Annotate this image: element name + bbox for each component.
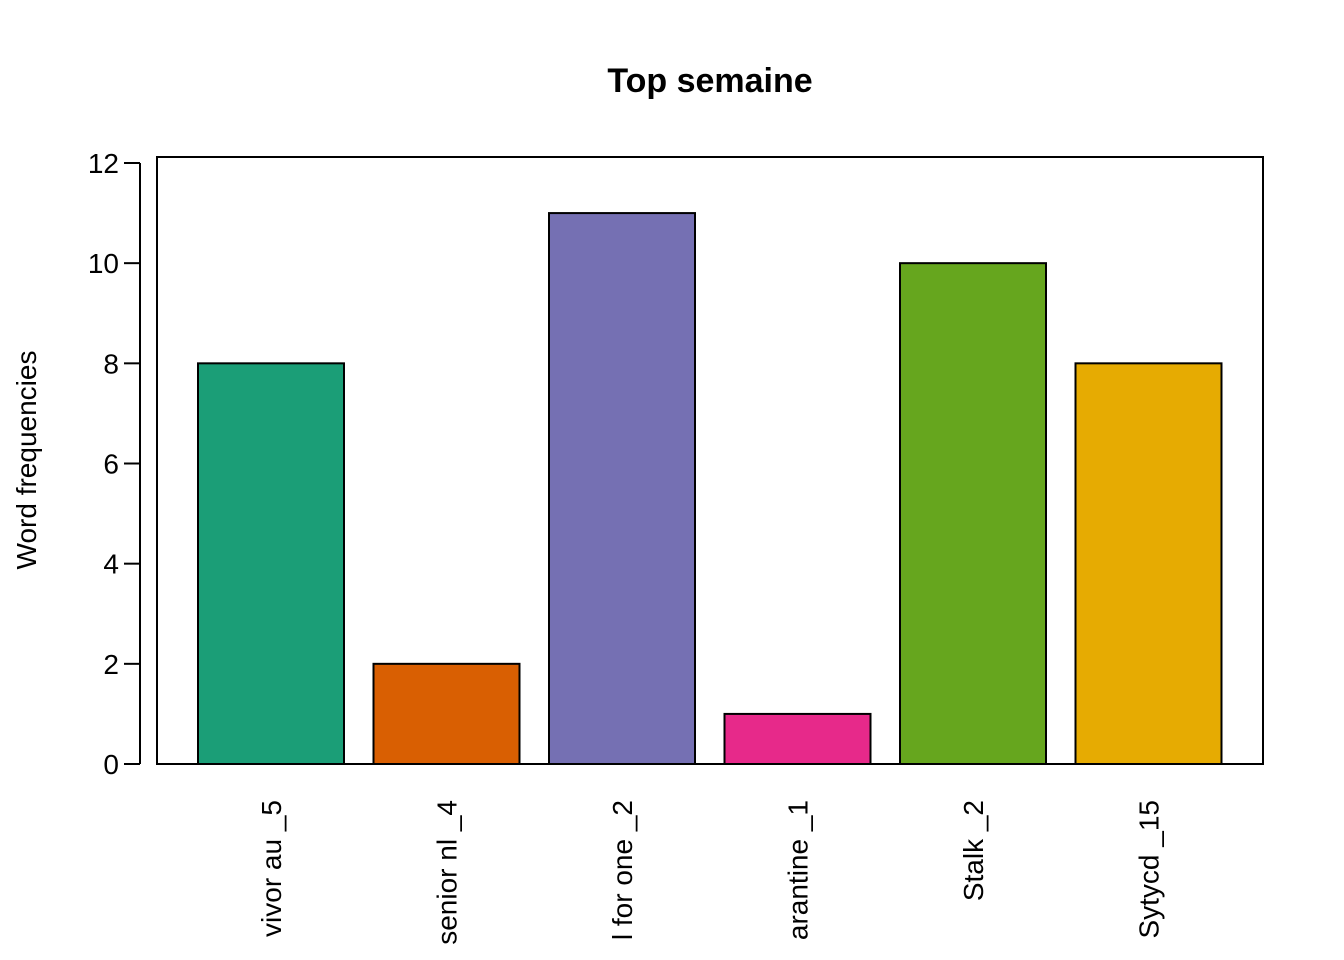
bar [197, 362, 345, 765]
y-axis-label: Word frequencies [11, 351, 42, 570]
x-tick-labels: vivor au _5 senior nl _4 l for one _2 arant… [256, 800, 1165, 945]
bar [1074, 362, 1223, 765]
plot-frame [156, 156, 1264, 765]
x-tick-label: arantine _1 [783, 800, 814, 940]
bar [372, 662, 521, 765]
y-tick-label: 12 [88, 148, 119, 179]
x-tick-label: senior nl _4 [432, 800, 463, 945]
y-tick-label: 10 [88, 248, 119, 279]
y-tick-label: 4 [103, 549, 119, 580]
x-tick-label: vivor au _5 [256, 800, 287, 937]
bar [899, 262, 1047, 765]
bar [548, 212, 696, 766]
y-tick-label: 0 [103, 749, 119, 780]
y-tick-label: 2 [103, 649, 119, 680]
x-tick-label: Sytycd _15 [1134, 800, 1165, 939]
bar [723, 712, 872, 766]
y-axis: 0 2 4 6 8 10 12 [88, 148, 141, 780]
y-tick-label: 6 [103, 449, 119, 480]
bars-group [197, 212, 1223, 766]
chart-title: Top semaine [607, 62, 812, 100]
x-tick-label: Stalk _2 [958, 800, 989, 901]
y-tick-label: 8 [103, 348, 119, 379]
x-tick-label: l for one _2 [607, 800, 638, 940]
